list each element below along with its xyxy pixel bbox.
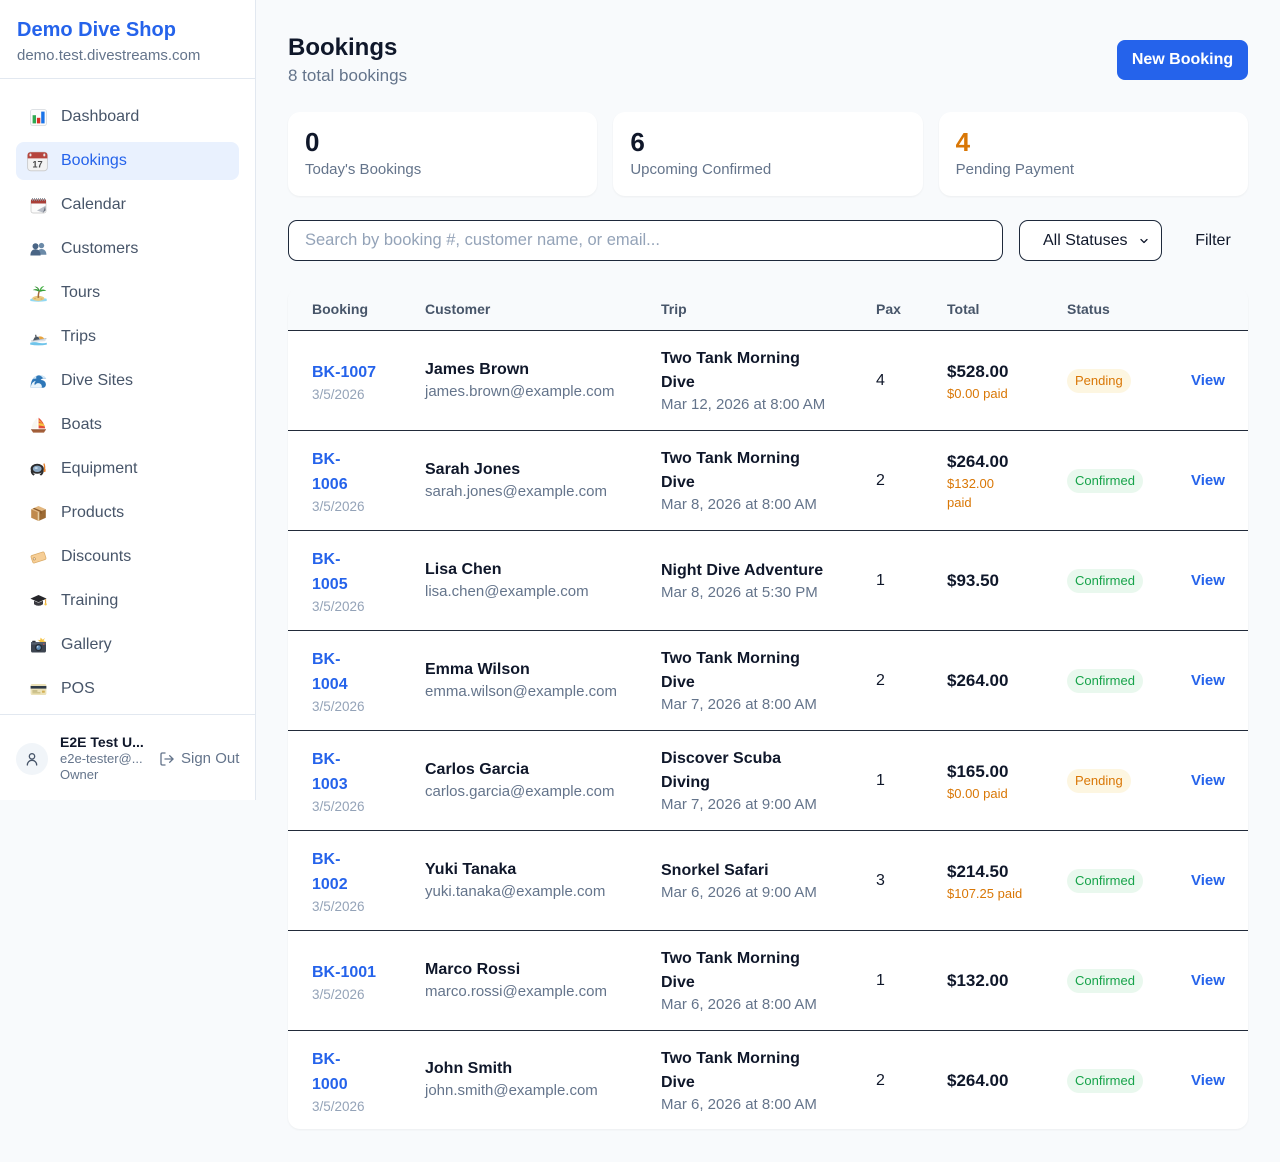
svg-text:17: 17	[32, 159, 42, 169]
